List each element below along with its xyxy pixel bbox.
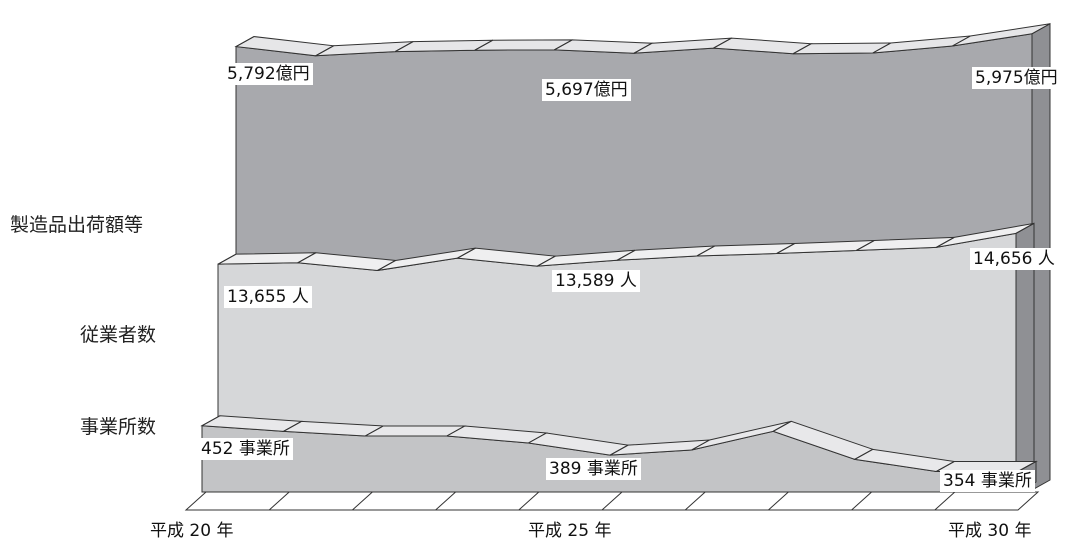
series-0-point-1 — [315, 45, 334, 57]
value-label-employees-start: 13,655 人 — [224, 286, 312, 308]
x-tick-9 — [934, 491, 956, 511]
series-0-point-2 — [394, 41, 414, 53]
value-label-establishments-mid: 389 事業所 — [546, 458, 641, 480]
series-2-point-5 — [609, 444, 629, 456]
series-0-point-5 — [633, 42, 653, 54]
series-1-point-10 — [1015, 222, 1035, 234]
series-1-point-2 — [377, 260, 396, 271]
series-1-point-9 — [935, 236, 955, 248]
value-label-employees-mid: 13,589 人 — [552, 270, 640, 292]
x-tick-6 — [684, 491, 706, 511]
category-label-establishments: 事業所数 — [80, 416, 157, 438]
x-tick-7 — [768, 491, 789, 511]
x-tick-4 — [518, 491, 540, 511]
x-tick-5 — [601, 491, 623, 511]
x-tick-label-h30: 平成 30 年 — [948, 521, 1032, 541]
series-0-point-9 — [952, 35, 971, 47]
series-0-point-10 — [1031, 23, 1051, 35]
x-tick-label-h25: 平成 25 年 — [528, 521, 612, 541]
x-tick-3 — [435, 491, 456, 511]
series-1-point-6 — [696, 245, 716, 257]
series-1-point-7 — [776, 243, 795, 254]
series-2-point-2 — [364, 425, 384, 437]
series-2-point-7 — [772, 420, 792, 432]
x-tick-1 — [268, 491, 290, 511]
series-0-point-3 — [474, 39, 494, 51]
value-label-shipments-start: 5,792億円 — [224, 63, 313, 85]
value-label-establishments-start: 452 事業所 — [198, 438, 293, 460]
series-0-point-7 — [792, 43, 812, 55]
series-0-point-4 — [554, 39, 573, 51]
x-tick-2 — [352, 491, 373, 511]
series-2-point-0 — [201, 415, 221, 427]
series-1-point-0 — [217, 253, 237, 265]
series-2-point-9 — [936, 461, 955, 472]
series-1-point-8 — [856, 240, 875, 251]
series-1-point-3 — [457, 247, 476, 259]
value-label-shipments-end: 5,975億円 — [972, 67, 1061, 89]
value-label-shipments-mid: 5,697億円 — [542, 79, 631, 101]
value-label-establishments-end: 354 事業所 — [940, 470, 1035, 492]
x-tick-label-h20: 平成 20 年 — [150, 521, 234, 541]
series-0-point-0 — [235, 36, 255, 47]
category-label-shipments: 製造品出荷額等 — [10, 214, 144, 236]
series-2-point-6 — [691, 439, 710, 451]
x-tick-8 — [851, 491, 872, 511]
series-2-point-10 — [1017, 461, 1037, 472]
series-2-point-3 — [446, 425, 466, 437]
value-label-employees-end: 14,656 人 — [970, 248, 1058, 270]
category-label-employees: 従業者数 — [80, 324, 157, 346]
series-1-point-1 — [297, 252, 317, 264]
series-2-point-4 — [528, 432, 547, 444]
series-2-point-1 — [283, 420, 302, 432]
series-2-point-8 — [854, 448, 874, 460]
series-1-point-5 — [616, 249, 636, 261]
series-1-point-4 — [536, 255, 556, 267]
series-0-point-8 — [872, 42, 892, 54]
series-0-point-6 — [713, 37, 732, 49]
